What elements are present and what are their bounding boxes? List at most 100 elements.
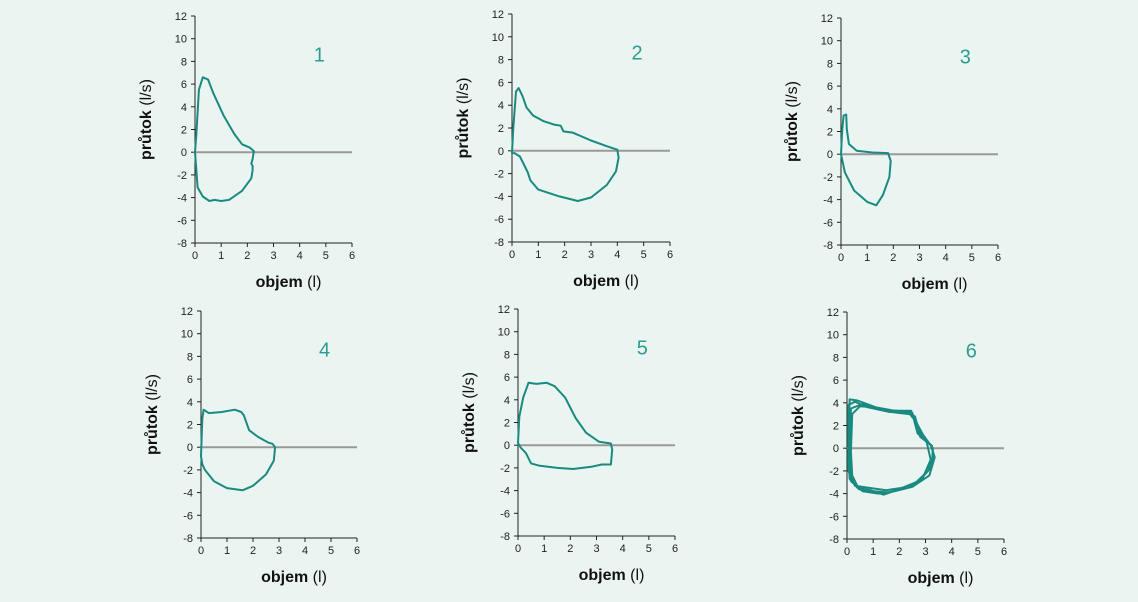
x-tick-label: 5 bbox=[328, 545, 334, 557]
y-tick-label: 10 bbox=[175, 34, 187, 46]
y-tick-label: 10 bbox=[181, 329, 193, 341]
y-tick-label: 0 bbox=[833, 443, 839, 455]
x-tick-label: 2 bbox=[562, 249, 568, 261]
y-tick-label: 8 bbox=[504, 349, 510, 361]
panel-number-label: 2 bbox=[632, 43, 643, 65]
y-tick-label: -2 bbox=[494, 169, 504, 181]
y-tick-label: 6 bbox=[827, 81, 833, 93]
x-tick-label: 1 bbox=[864, 252, 870, 264]
x-axis-label-main: objem bbox=[256, 274, 303, 291]
y-tick-label: 4 bbox=[827, 104, 833, 116]
y-axis-label-main: průtok bbox=[144, 405, 161, 455]
y-tick-label: 6 bbox=[504, 372, 510, 384]
y-tick-label: -4 bbox=[183, 488, 193, 500]
y-tick-label: 0 bbox=[504, 440, 510, 452]
flow-volume-loop-3 bbox=[849, 405, 932, 494]
y-tick-label: 4 bbox=[498, 100, 504, 112]
y-tick-label: 6 bbox=[181, 79, 187, 91]
y-tick-label: 8 bbox=[827, 58, 833, 70]
x-tick-label: 1 bbox=[224, 545, 230, 557]
y-tick-label: 12 bbox=[181, 306, 193, 318]
y-tick-label: 12 bbox=[492, 9, 504, 21]
x-axis-label-unit: (l) bbox=[626, 567, 645, 584]
y-tick-label: -8 bbox=[494, 237, 504, 249]
y-tick-label: -6 bbox=[829, 511, 839, 523]
y-axis-label-main: průtok bbox=[790, 406, 807, 456]
x-tick-label: 2 bbox=[567, 543, 573, 555]
y-tick-label: 0 bbox=[187, 442, 193, 454]
y-tick-label: -4 bbox=[823, 195, 833, 207]
x-tick-label: 2 bbox=[244, 250, 250, 262]
x-tick-label: 4 bbox=[620, 543, 626, 555]
x-tick-label: 6 bbox=[349, 250, 355, 262]
x-axis-label: objem (l) bbox=[902, 276, 968, 293]
x-tick-label: 3 bbox=[270, 250, 276, 262]
y-tick-label: 10 bbox=[492, 32, 504, 44]
x-axis-label-main: objem bbox=[261, 569, 308, 586]
x-tick-label: 4 bbox=[943, 252, 949, 264]
x-axis-label-unit: (l) bbox=[308, 569, 327, 586]
y-tick-label: 8 bbox=[833, 352, 839, 364]
y-axis-label: průtok (l/s) bbox=[138, 79, 155, 160]
y-tick-label: -2 bbox=[500, 463, 510, 475]
y-tick-label: -4 bbox=[500, 486, 510, 498]
x-tick-label: 4 bbox=[302, 545, 308, 557]
x-tick-label: 3 bbox=[922, 546, 928, 558]
x-axis-label-main: objem bbox=[573, 273, 620, 290]
x-tick-label: 5 bbox=[646, 543, 652, 555]
y-tick-label: 2 bbox=[504, 418, 510, 430]
panel-number-label: 6 bbox=[966, 340, 977, 362]
x-axis-label: objem (l) bbox=[579, 567, 645, 584]
x-tick-label: 6 bbox=[995, 252, 1001, 264]
flow-volume-loop-1 bbox=[840, 113, 892, 207]
x-axis-label-unit: (l) bbox=[955, 570, 974, 587]
y-tick-label: -6 bbox=[500, 508, 510, 520]
y-tick-label: -8 bbox=[829, 534, 839, 546]
y-tick-label: -2 bbox=[177, 170, 187, 182]
x-tick-label: 0 bbox=[844, 546, 850, 558]
x-tick-label: 4 bbox=[614, 249, 620, 261]
y-axis-label: průtok (l/s) bbox=[455, 78, 472, 159]
y-tick-label: -2 bbox=[829, 466, 839, 478]
x-tick-label: 6 bbox=[1001, 546, 1007, 558]
y-tick-label: -6 bbox=[183, 510, 193, 522]
y-tick-label: 12 bbox=[827, 307, 839, 319]
y-axis-label: průtok (l/s) bbox=[784, 81, 801, 162]
x-tick-label: 1 bbox=[870, 546, 876, 558]
y-axis-label-main: průtok bbox=[138, 110, 155, 160]
y-tick-label: -6 bbox=[494, 214, 504, 226]
panel-number-label: 4 bbox=[319, 339, 330, 361]
y-tick-label: 2 bbox=[827, 127, 833, 139]
y-axis-label: průtok (l/s) bbox=[144, 374, 161, 455]
x-axis-label-main: objem bbox=[908, 570, 955, 587]
panel-number-label: 3 bbox=[960, 46, 971, 68]
y-axis-label-main: průtok bbox=[461, 403, 478, 453]
y-axis-label-unit: (l/s) bbox=[144, 374, 161, 405]
x-axis-label: objem (l) bbox=[908, 570, 974, 587]
y-tick-label: -8 bbox=[500, 531, 510, 543]
y-tick-label: -8 bbox=[183, 533, 193, 545]
y-tick-label: 4 bbox=[187, 397, 193, 409]
y-tick-label: 0 bbox=[498, 146, 504, 158]
y-tick-label: 2 bbox=[498, 123, 504, 135]
y-tick-label: -8 bbox=[823, 240, 833, 252]
x-tick-label: 5 bbox=[969, 252, 975, 264]
y-axis-label-main: průtok bbox=[455, 109, 472, 159]
x-tick-label: 0 bbox=[515, 543, 521, 555]
flow-volume-loop-1 bbox=[194, 76, 255, 202]
y-axis-label: průtok (l/s) bbox=[790, 375, 807, 456]
y-axis-label-unit: (l/s) bbox=[138, 79, 155, 110]
y-tick-label: -8 bbox=[177, 238, 187, 250]
y-tick-label: 12 bbox=[498, 304, 510, 316]
y-tick-label: 12 bbox=[821, 13, 833, 25]
x-tick-label: 2 bbox=[250, 545, 256, 557]
x-tick-label: 3 bbox=[588, 249, 594, 261]
y-tick-label: 10 bbox=[821, 36, 833, 48]
y-tick-label: -2 bbox=[823, 172, 833, 184]
